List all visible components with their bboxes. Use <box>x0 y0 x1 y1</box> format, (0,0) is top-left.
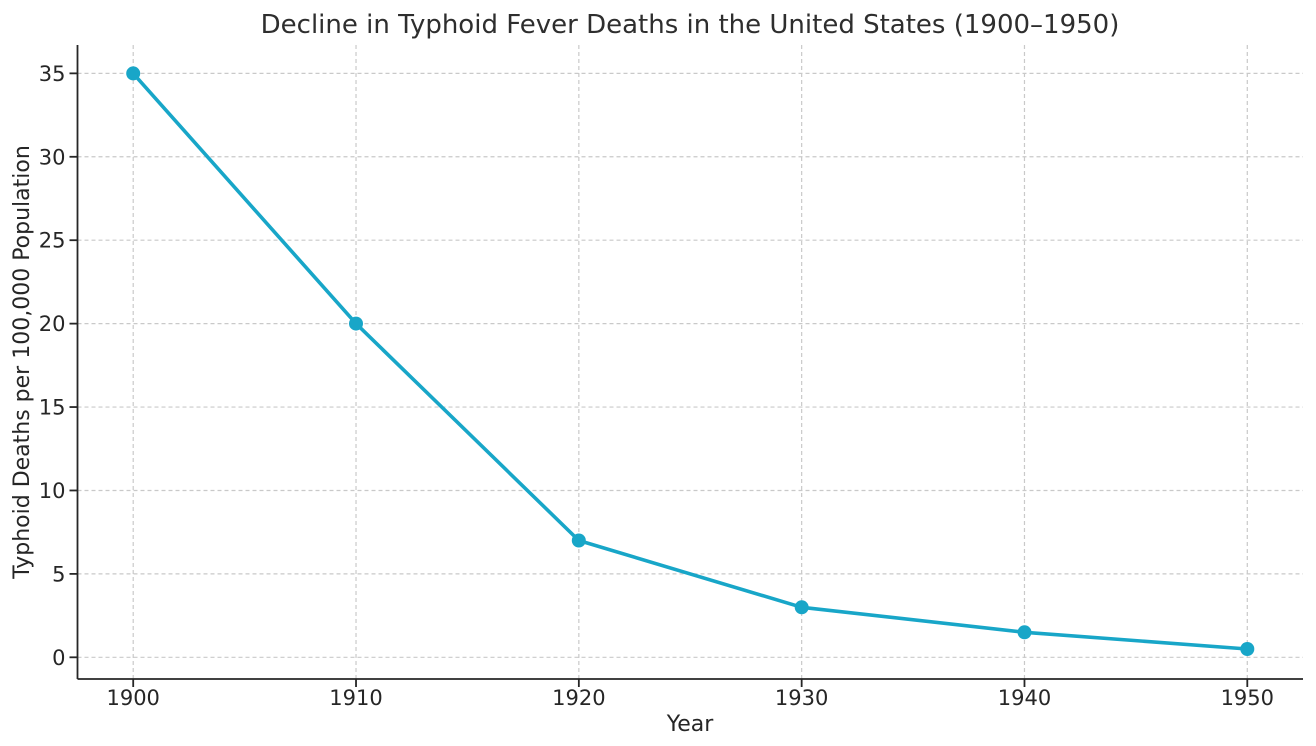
x-tick-label: 1940 <box>998 686 1051 710</box>
x-tick-label: 1930 <box>775 686 828 710</box>
y-tick-label: 10 <box>39 479 66 503</box>
data-point <box>571 533 586 548</box>
x-tick-label: 1900 <box>106 686 159 710</box>
y-tick-label: 0 <box>52 646 65 670</box>
y-tick-label: 20 <box>39 312 66 336</box>
x-tick-label: 1920 <box>552 686 605 710</box>
data-point <box>794 600 809 615</box>
y-axis-label: Typhoid Deaths per 100,000 Population <box>10 145 35 580</box>
x-tick-label: 1950 <box>1221 686 1274 710</box>
y-tick-label: 5 <box>52 562 65 586</box>
chart-title: Decline in Typhoid Fever Deaths in the U… <box>261 10 1120 40</box>
data-point <box>1017 625 1032 640</box>
data-point <box>1240 642 1255 656</box>
tick-marks <box>69 72 1249 687</box>
tick-labels: 1900 1910 1920 1930 1940 1950 0 5 10 15 20 25 30 35 <box>39 62 1274 710</box>
data-series <box>126 66 1255 656</box>
gridlines <box>77 45 1303 679</box>
x-tick-label: 1910 <box>329 686 382 710</box>
x-axis-label: Year <box>666 712 715 737</box>
data-point <box>349 316 363 331</box>
y-tick-label: 35 <box>39 62 66 86</box>
y-tick-label: 25 <box>39 229 66 253</box>
series-path <box>131 71 1250 651</box>
y-tick-label: 30 <box>39 145 66 169</box>
axes-spines <box>76 45 1303 680</box>
data-point <box>126 66 141 81</box>
y-tick-label: 15 <box>39 396 66 420</box>
